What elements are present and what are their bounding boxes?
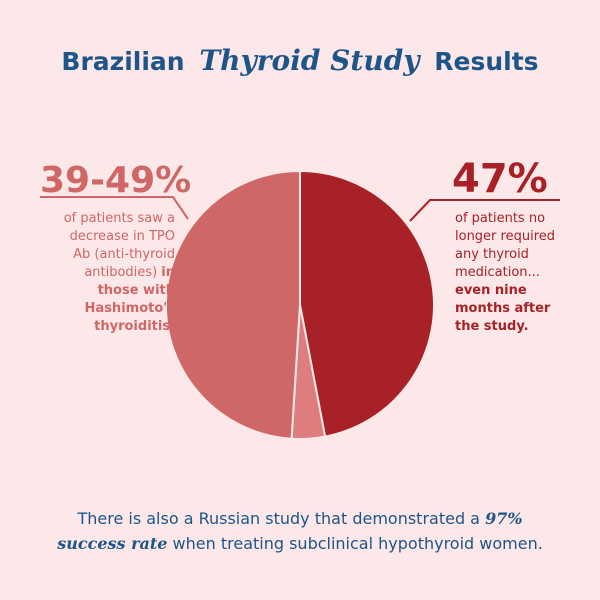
left-callout-line [40,196,189,220]
right-note-text: of patients no longer required any thyro… [455,211,556,280]
chart-title: Brazilian Thyroid Study Results [0,44,600,77]
right-callout-line [409,199,560,222]
title-prefix: Brazilian [61,47,185,76]
footer-line-1-emphasis: 97% [485,509,523,528]
pie-slice-2 [164,169,301,440]
footer-line-1-text: There is also a Russian study that demon… [77,509,480,528]
footer-line-2-text: when treating subclinical hypothyroid wo… [172,534,543,553]
right-note: of patients no longer required any thyro… [455,210,575,336]
footer-line-2: success rate when treating subclinical h… [0,531,600,556]
pie-slices [164,169,435,441]
right-stat: 47% [452,156,548,202]
right-note-bold: even nine months after the study. [455,283,551,334]
left-note: of patients saw a decrease in TPO Ab (an… [50,210,175,336]
left-note-bold: in those with Hashimoto's thyroiditis. [84,265,175,334]
footer-note: There is also a Russian study that demon… [0,506,600,556]
left-note-text: of patients saw a decrease in TPO Ab (an… [63,211,175,280]
title-emphasis: Thyroid Study [199,44,420,77]
footer-line-2-emphasis: success rate [57,534,168,553]
pie-slice-0 [299,169,435,438]
footer-line-1: There is also a Russian study that demon… [0,506,600,531]
left-stat: 39-49% [40,160,192,201]
title-suffix: Results [434,47,539,76]
